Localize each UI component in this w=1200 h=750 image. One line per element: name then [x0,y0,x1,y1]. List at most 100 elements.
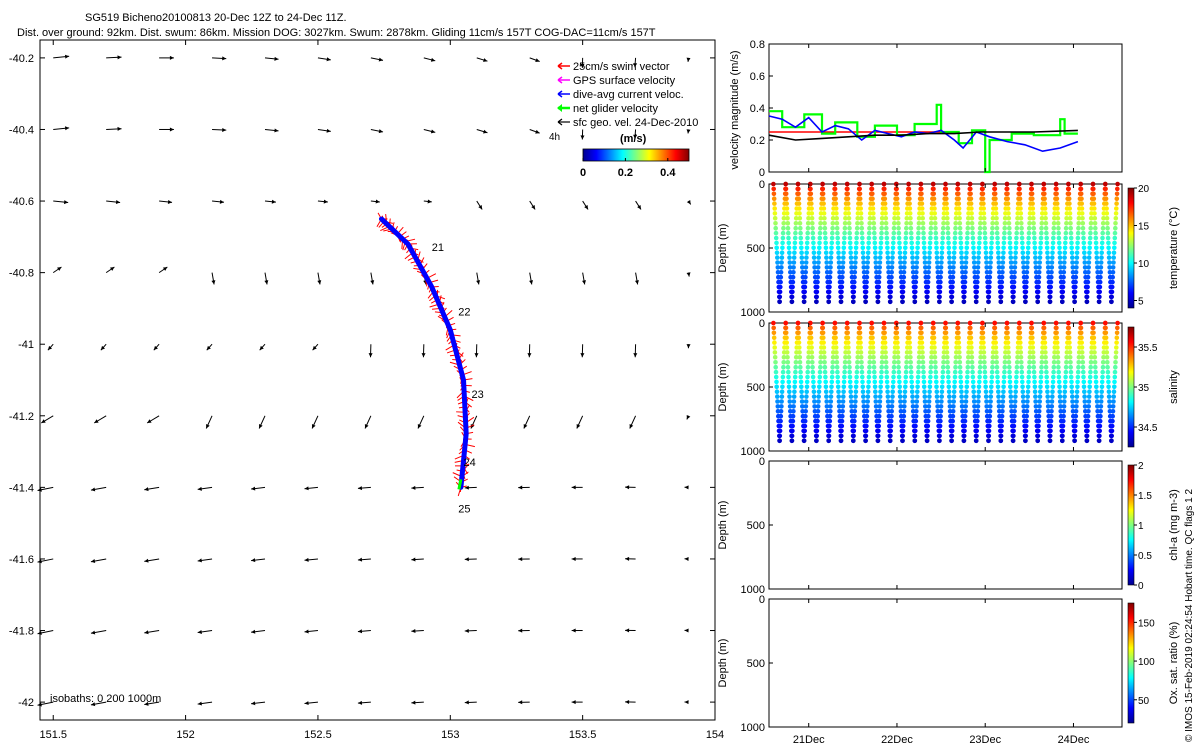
profile-sample [992,186,998,192]
profile-sample [777,289,783,295]
profile-sample [779,394,785,399]
profile-sample [976,394,981,399]
profile-sample [1014,369,1019,375]
profile-sample [1033,260,1038,265]
profile-sample [1051,221,1057,226]
profile-sample [859,230,865,236]
profile-sample [821,345,827,350]
profile-sample [858,345,863,350]
profile-sample [988,255,994,260]
profile-sample [786,369,791,375]
profile-sample [835,230,840,236]
profile-sample [952,384,957,390]
profile-sample [846,216,852,221]
profile-colorbar-tick-label: 5 [1138,297,1144,308]
profile-sample [872,374,877,380]
profile-sample [977,379,982,385]
profile-sample [916,364,921,370]
profile-sample [1080,216,1085,221]
profile-sample [792,379,798,385]
profile-sample [814,289,820,295]
profile-sample [1115,325,1120,331]
profile-sample [963,255,969,260]
profile-sample [876,413,882,419]
geo-arrow [100,343,107,351]
profile-sample [873,389,878,395]
geo-arrow [106,55,122,60]
profile-sample [1049,270,1054,275]
profile-sample [1097,418,1103,424]
profile-sample [852,418,857,424]
profile-sample [822,216,827,221]
profile-sample [1027,221,1032,226]
profile-sample [1026,230,1032,236]
profile-sample [1007,225,1012,231]
profile-sample [1114,196,1120,201]
profile-sample [869,320,874,326]
profile-sample [841,379,847,385]
profile-sample [963,409,968,414]
profile-sample [1114,191,1120,197]
profile-sample [787,255,792,260]
profile-sample [933,374,939,380]
profile-sample [1095,265,1100,270]
profile-sample [866,369,872,375]
profile-sample [944,201,949,206]
profile-sample [1017,191,1023,197]
profile-sample [1109,294,1114,300]
profile-sample [1051,369,1056,375]
profile-sample [915,240,921,246]
geo-arrow [159,199,173,204]
profile-sample [1023,289,1029,295]
geo-arrow [357,486,371,491]
profile-sample [815,270,821,275]
map-ytick-label: -41.6 [9,554,34,566]
profile-sample [780,245,785,251]
profile-sample [934,379,939,385]
profile-sample [1112,369,1118,375]
profile-sample [873,394,878,399]
profile-sample [896,364,901,370]
profile-sample [789,294,795,300]
profile-sample [811,240,816,246]
profile-sample [1109,438,1114,444]
profile-sample [1007,364,1012,370]
profile-sample [799,260,805,265]
profile-sample [1093,225,1098,231]
profile-sample [835,379,841,385]
profile-sample [1001,240,1007,246]
profile-sample [1105,364,1110,370]
profile-sample [1084,294,1090,300]
profile-sample [834,364,840,370]
profile-sample [1088,360,1094,365]
profile-sample [996,404,1002,409]
profile-colorbar-label: Ox. sat. ratio (%) [1168,622,1180,705]
profile-sample [1023,428,1029,434]
profile-sample [817,384,822,390]
profile-sample [900,433,905,439]
profile-sample [823,384,829,390]
profile-sample [790,274,796,280]
profile-sample [858,355,864,360]
profile-sample [962,279,968,285]
profile-sample [988,250,994,255]
profile-sample [898,265,903,270]
profile-sample [927,379,933,385]
profile-sample [934,255,940,260]
profile-sample [1100,235,1105,241]
geo-arrow [529,57,540,63]
profile-sample [1061,265,1067,270]
profile-sample [971,394,977,399]
profile-sample [842,364,848,370]
profile-sample [1086,404,1091,409]
profile-sample [902,389,908,395]
profile-sample [1023,299,1028,305]
profile-sample [975,270,981,275]
profile-sample [778,284,783,290]
profile-sample [959,265,965,270]
profile-sample [988,265,993,270]
profile-sample [830,355,836,360]
profile-sample [975,265,981,270]
profile-sample [984,265,989,270]
profile-sample [803,265,809,270]
